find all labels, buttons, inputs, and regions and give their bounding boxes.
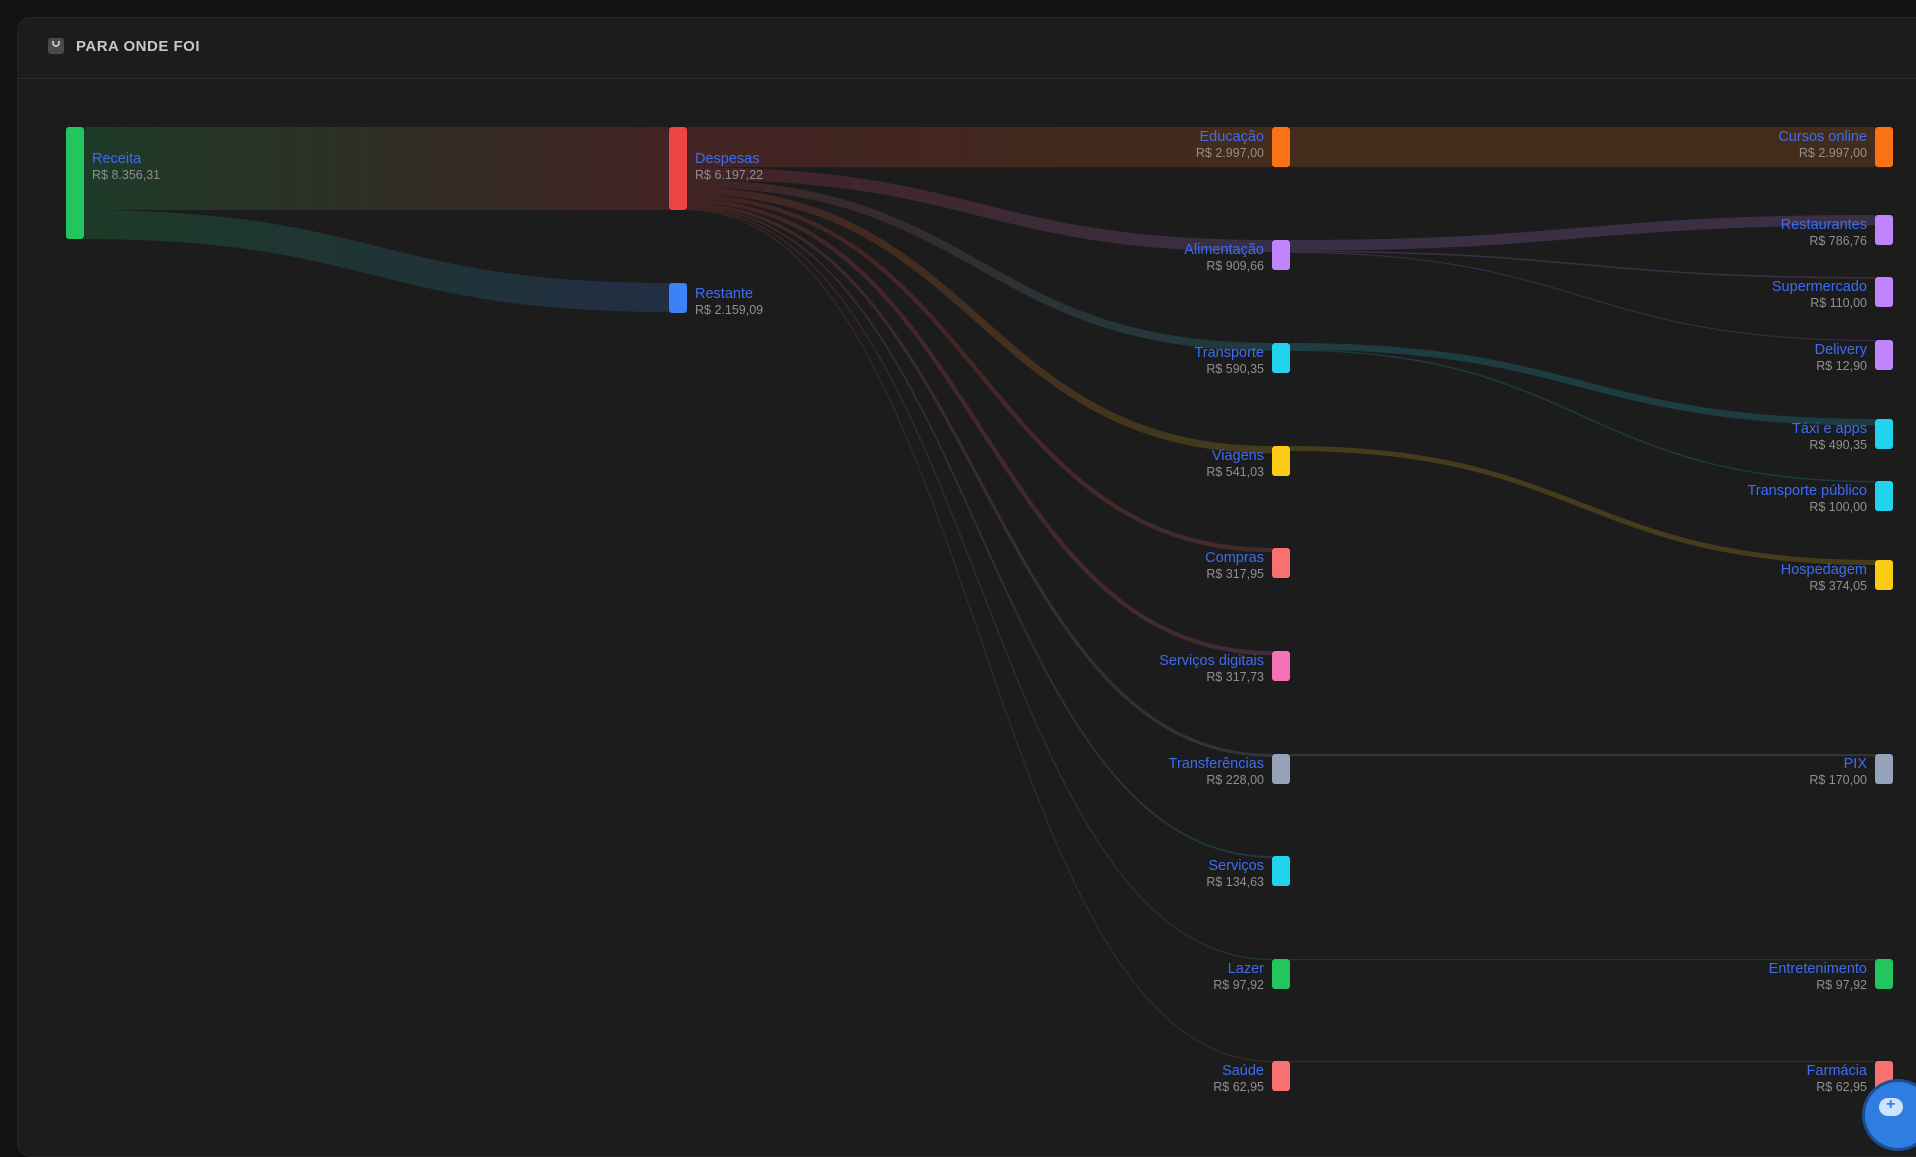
node-label-farmacia: Farmácia (1807, 1063, 1868, 1079)
flow-link-despesas-transporte[interactable] (686, 179, 1273, 351)
flow-link-despesas-viagens[interactable] (686, 187, 1273, 454)
node-delivery[interactable] (1875, 340, 1893, 370)
flow-link-despesas-compras[interactable] (686, 194, 1273, 553)
node-transporte_publico[interactable] (1875, 481, 1893, 511)
node-saude[interactable] (1272, 1061, 1290, 1091)
node-value-receita: R$ 8.356,31 (92, 168, 160, 182)
node-label-compras: Compras (1205, 550, 1264, 566)
cloud-add-icon (1879, 1096, 1903, 1116)
node-value-transporte_publico: R$ 100,00 (1809, 500, 1867, 514)
flow-link-transporte-transporte_publico[interactable] (1289, 349, 1876, 483)
node-value-servicos_digitais: R$ 317,73 (1206, 670, 1264, 684)
node-servicos[interactable] (1272, 856, 1290, 886)
node-entretenimento[interactable] (1875, 959, 1893, 989)
node-label-despesas: Despesas (695, 151, 759, 167)
node-value-viagens: R$ 541,03 (1206, 465, 1264, 479)
flow-link-alimentacao-delivery[interactable] (1289, 252, 1876, 341)
node-label-restante: Restante (695, 286, 753, 302)
node-value-restaurantes: R$ 786,76 (1809, 234, 1867, 248)
node-label-saude: Saúde (1222, 1063, 1264, 1079)
node-label-hospedagem: Hospedagem (1781, 562, 1867, 578)
flow-link-despesas-transferencias[interactable] (686, 203, 1273, 758)
node-value-educacao: R$ 2.997,00 (1196, 146, 1264, 160)
node-label-supermercado: Supermercado (1772, 279, 1867, 295)
flow-link-despesas-servicos[interactable] (686, 206, 1273, 858)
node-hospedagem[interactable] (1875, 560, 1893, 590)
flow-link-despesas-lazer[interactable] (686, 207, 1273, 961)
node-supermercado[interactable] (1875, 277, 1893, 307)
node-value-cursos_online: R$ 2.997,00 (1799, 146, 1867, 160)
node-value-saude: R$ 62,95 (1213, 1080, 1264, 1094)
node-label-transferencias: Transferências (1169, 756, 1264, 772)
node-taxi[interactable] (1875, 419, 1893, 449)
flow-link-despesas-saude[interactable] (686, 209, 1273, 1062)
node-restaurantes[interactable] (1875, 215, 1893, 245)
flow-link-viagens-hospedagem[interactable] (1289, 446, 1876, 566)
card-title: PARA ONDE FOI (76, 38, 201, 55)
node-despesas[interactable] (669, 127, 687, 211)
node-value-compras: R$ 317,95 (1206, 567, 1264, 581)
node-lazer[interactable] (1272, 959, 1290, 989)
node-value-delivery: R$ 12,90 (1816, 359, 1867, 373)
node-label-delivery: Delivery (1815, 342, 1868, 358)
node-label-viagens: Viagens (1212, 448, 1264, 464)
flow-link-alimentacao-supermercado[interactable] (1289, 250, 1876, 279)
node-label-receita: Receita (92, 151, 142, 167)
flow-link-alimentacao-restaurantes[interactable] (1289, 214, 1876, 251)
node-transporte[interactable] (1272, 343, 1290, 373)
chart-icon (48, 38, 64, 54)
node-value-lazer: R$ 97,92 (1213, 978, 1264, 992)
node-compras[interactable] (1272, 548, 1290, 578)
node-value-supermercado: R$ 110,00 (1810, 296, 1867, 310)
node-transferencias[interactable] (1272, 754, 1290, 784)
node-value-taxi: R$ 490,35 (1809, 438, 1867, 452)
node-value-despesas: R$ 6.197,22 (695, 168, 763, 182)
flow-link-despesas-servicos_digitais[interactable] (686, 198, 1273, 656)
node-value-hospedagem: R$ 374,05 (1809, 579, 1867, 593)
node-restante[interactable] (669, 283, 687, 313)
node-value-pix: R$ 170,00 (1809, 773, 1867, 787)
flow-link-transporte-taxi[interactable] (1289, 342, 1876, 426)
node-label-lazer: Lazer (1228, 961, 1264, 977)
node-value-restante: R$ 2.159,09 (695, 303, 763, 317)
node-label-entretenimento: Entretenimento (1769, 961, 1867, 977)
node-educacao[interactable] (1272, 127, 1290, 168)
node-value-alimentacao: R$ 909,66 (1206, 259, 1264, 273)
node-label-servicos_digitais: Serviços digitais (1159, 653, 1264, 669)
node-receita[interactable] (66, 127, 84, 239)
node-pix[interactable] (1875, 754, 1893, 784)
node-label-taxi: Táxi e apps (1792, 421, 1867, 437)
node-label-transporte: Transporte (1194, 345, 1264, 361)
node-label-restaurantes: Restaurantes (1781, 217, 1867, 233)
node-label-pix: PIX (1844, 756, 1868, 772)
node-value-entretenimento: R$ 97,92 (1816, 978, 1867, 992)
card-header: PARA ONDE FOI (18, 18, 1916, 79)
node-label-transporte_publico: Transporte público (1747, 483, 1867, 499)
node-value-transporte: R$ 590,35 (1206, 362, 1264, 376)
node-label-servicos: Serviços (1208, 858, 1264, 874)
node-viagens[interactable] (1272, 446, 1290, 476)
node-value-farmacia: R$ 62,95 (1816, 1080, 1867, 1094)
node-servicos_digitais[interactable] (1272, 651, 1290, 681)
flow-link-receita-restante[interactable] (83, 210, 670, 312)
node-value-servicos: R$ 134,63 (1206, 875, 1264, 889)
node-label-alimentacao: Alimentação (1184, 242, 1264, 258)
node-label-cursos_online: Cursos online (1778, 129, 1867, 145)
flow-link-despesas-alimentacao[interactable] (686, 167, 1273, 253)
node-alimentacao[interactable] (1272, 240, 1290, 270)
node-label-educacao: Educação (1200, 129, 1265, 145)
node-cursos_online[interactable] (1875, 127, 1893, 168)
node-value-transferencias: R$ 228,00 (1206, 773, 1264, 787)
